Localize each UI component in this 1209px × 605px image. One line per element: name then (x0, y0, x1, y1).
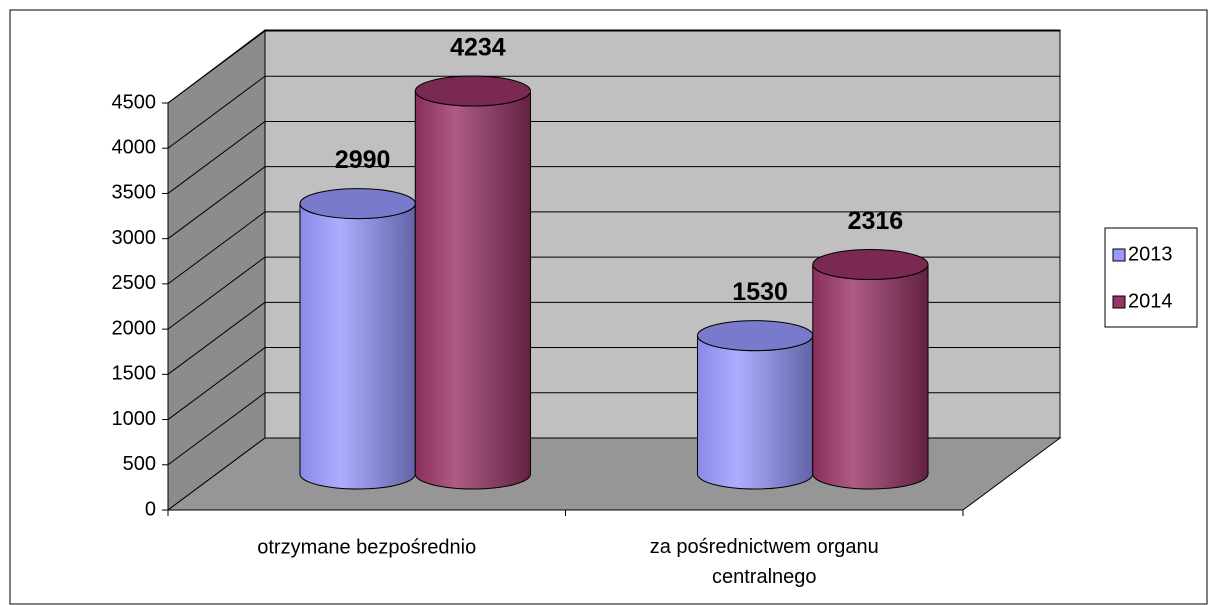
y-tick-label: 3500 (112, 182, 157, 204)
grid-line (167, 256, 266, 330)
grid-line (167, 392, 266, 466)
x-tick-label: za pośrednictwem organu centralnego (650, 536, 879, 588)
side-wall (167, 28, 266, 511)
grid-line (167, 211, 266, 285)
y-tick-label: 3000 (112, 227, 157, 249)
marks (299, 75, 929, 490)
y-tick-label: 2000 (112, 317, 157, 339)
grid-line (167, 301, 266, 375)
cylinder (696, 335, 814, 490)
y-tick-label: 1000 (112, 408, 157, 430)
value-label: 1530 (732, 278, 788, 306)
grid-line (167, 347, 266, 420)
cylinder-top (299, 188, 416, 220)
y-tick-label: 1500 (112, 363, 157, 385)
y-tick-label: 4000 (112, 137, 157, 159)
cylinder (299, 203, 416, 490)
legend-swatch (1112, 295, 1126, 309)
y-tick-label: 500 (123, 453, 156, 475)
grid-line (167, 166, 266, 240)
y-tick-label: 2500 (112, 272, 157, 294)
cylinder-top (696, 320, 814, 352)
value-label: 2316 (848, 207, 904, 235)
grid-line (167, 121, 266, 194)
legend-swatch (1112, 248, 1126, 262)
x-tick-label: otrzymane bezpośrednio (257, 536, 476, 558)
y-tick-label: 0 (145, 498, 156, 520)
legend-label: 2014 (1128, 290, 1173, 312)
grid-line (167, 30, 266, 104)
grid-line (167, 75, 266, 149)
legend-label: 2013 (1128, 243, 1173, 265)
cylinder (812, 264, 929, 490)
value-label: 4234 (450, 34, 506, 62)
cylinder-top (812, 249, 929, 281)
cylinder-top (414, 75, 532, 107)
legend (1104, 227, 1198, 328)
y-tick-label: 4500 (112, 91, 157, 113)
value-label: 2990 (335, 146, 391, 174)
cylinder (414, 91, 532, 490)
